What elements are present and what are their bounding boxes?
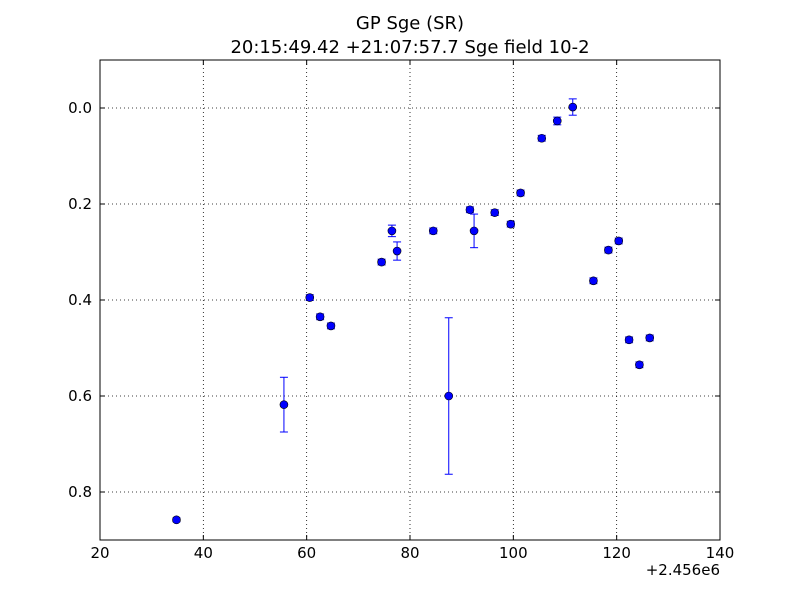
chart-subtitle: 20:15:49.42 +21:07:57.7 Sge field 10-2 [230,37,589,58]
data-point [552,116,562,126]
point-marker [377,257,386,267]
data-point [428,226,438,236]
point-marker [589,276,598,286]
x-tick-label: 80 [400,544,419,562]
point-marker [624,335,634,345]
data-point [624,335,634,345]
y-tick-label: 0.6 [68,387,92,405]
data-point [444,317,454,475]
point-marker [315,312,325,322]
y-tick-label: 0.4 [68,291,92,309]
point-marker [444,391,454,401]
point-marker [392,246,402,256]
point-marker [516,188,525,198]
data-point [465,205,475,215]
point-marker [465,205,475,215]
y-tick-label: 0.2 [68,195,92,213]
data-point [506,219,516,229]
x-tick-label: 40 [194,544,213,562]
data-point [387,224,397,238]
point-marker [490,208,500,217]
point-marker [604,245,613,255]
y-tick-label: 0.0 [68,99,92,117]
data-point [614,236,624,246]
point-marker [279,400,289,409]
point-marker [614,236,624,246]
data-point [326,321,336,331]
data-point [315,312,325,322]
point-marker [305,293,315,302]
data-point [645,333,655,343]
point-marker [552,116,562,126]
chart-title: GP Sge (SR) [356,13,464,34]
y-tick-label: 0.8 [68,483,92,501]
point-marker [537,133,547,143]
point-marker [506,219,516,229]
data-point [172,515,181,525]
data-point [516,188,525,198]
x-offset-label: +2.456e6 [646,561,720,579]
data-point [604,245,613,255]
point-marker [387,226,397,236]
data-points [172,98,655,525]
point-marker [172,515,181,525]
point-marker [326,321,336,331]
x-tick-label: 120 [602,544,631,562]
point-marker [635,360,644,370]
data-point [589,276,598,286]
data-point [392,241,402,261]
data-point [537,133,547,143]
data-point [377,257,386,267]
data-point [305,293,315,302]
point-marker [428,226,438,236]
x-tick-label: 60 [297,544,316,562]
point-marker [568,102,578,112]
data-point [568,98,578,116]
x-tick-label: 140 [706,544,735,562]
x-tick-label: 100 [499,544,528,562]
data-point [635,360,644,370]
data-point [469,213,479,249]
data-point [279,376,289,433]
point-marker [469,226,479,236]
x-tick-label: 20 [90,544,109,562]
data-point [490,208,500,217]
point-marker [645,333,655,343]
axis-ticks: 20 40 60 80 100 120 140 0.0 0.2 0.4 0.6 0.8 [68,60,734,562]
